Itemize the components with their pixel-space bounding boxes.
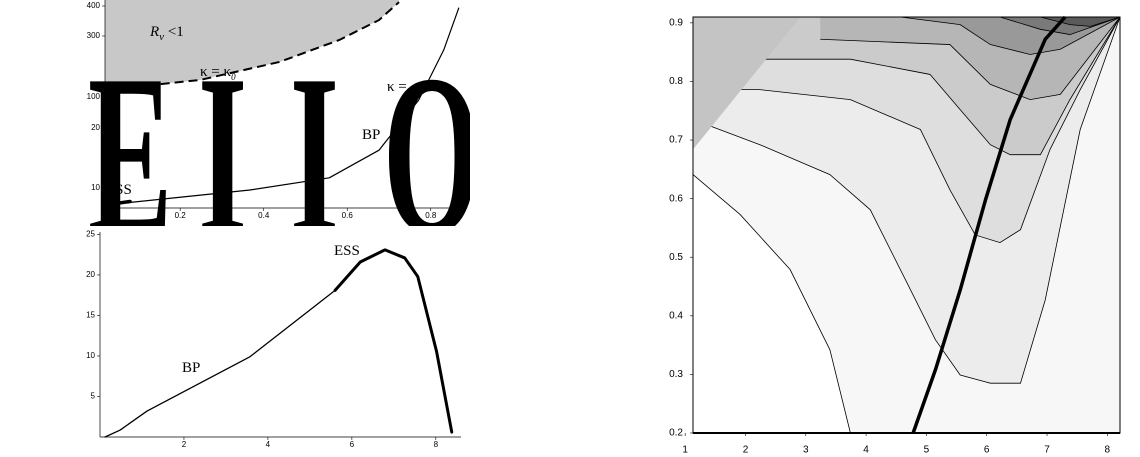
x-tick-label: 4 bbox=[266, 440, 271, 449]
x-tick-label: 6 bbox=[984, 445, 990, 456]
y-tick-label: 10 bbox=[91, 183, 100, 192]
x-tick-label: 5 bbox=[924, 445, 930, 456]
y-tick-label: 0.6 bbox=[669, 193, 683, 204]
x-tick-label: 2 bbox=[182, 440, 187, 449]
series-label: BP bbox=[182, 360, 200, 376]
contour-line bbox=[820, 16, 1121, 101]
label-part: <1 bbox=[164, 24, 184, 40]
y-tick-label: 25 bbox=[86, 230, 95, 239]
x-tick-label: 8 bbox=[434, 440, 439, 449]
y-tick-label: 0.9 bbox=[669, 17, 683, 28]
label-part: R bbox=[149, 24, 159, 40]
overlay: E I I O bbox=[88, 29, 481, 283]
x-tick-label: 2 bbox=[743, 445, 749, 456]
contour-line bbox=[693, 16, 1121, 156]
y-tick-label: 0.8 bbox=[669, 76, 683, 87]
curve bbox=[104, 289, 336, 438]
y-tick-label: 20 bbox=[91, 123, 100, 132]
overlay-letter: I bbox=[290, 29, 339, 283]
overlay-letter: I bbox=[198, 29, 247, 283]
y-tick-label: 400 bbox=[87, 1, 101, 10]
x-tick-label: 0.2 bbox=[175, 211, 187, 220]
y-tick-label: 0.4 bbox=[669, 310, 683, 321]
x-tick-label: 4 bbox=[863, 445, 869, 456]
y-tick-label: 15 bbox=[86, 311, 95, 320]
shaded-region bbox=[105, 0, 400, 90]
x-tick-label: 0.4 bbox=[258, 211, 270, 220]
contour-line bbox=[1040, 16, 1121, 27]
y-tick-label: 5 bbox=[91, 392, 96, 401]
ess-label: ESS bbox=[106, 182, 132, 198]
curve bbox=[103, 199, 132, 207]
x-tick-label: 0.6 bbox=[342, 211, 354, 220]
contour-line bbox=[900, 16, 1121, 55]
contour-line bbox=[999, 16, 1121, 35]
y-tick-label: 0.3 bbox=[669, 369, 683, 380]
series-label: ESS bbox=[334, 243, 360, 259]
bp-label: BP bbox=[362, 127, 380, 143]
x-tick-label: 6 bbox=[350, 440, 355, 449]
x-tick-label: 7 bbox=[1044, 445, 1050, 456]
contour-fill bbox=[1040, 17, 1120, 27]
curve bbox=[333, 248, 454, 434]
y-tick-label: 10 bbox=[86, 351, 95, 360]
x-tick-label: 1 bbox=[682, 445, 688, 456]
y-tick-label: 0.7 bbox=[669, 135, 683, 146]
curve bbox=[104, 7, 460, 206]
y-tick-label: 0.2 bbox=[669, 428, 683, 439]
y-tick-label: 100 bbox=[87, 92, 101, 101]
contour-fill bbox=[693, 174, 851, 433]
contour-line bbox=[692, 16, 1121, 384]
y-tick-label: 0.5 bbox=[669, 252, 683, 263]
shaded-region bbox=[693, 17, 801, 150]
x-tick-label: 3 bbox=[803, 445, 809, 456]
label-part: 0 bbox=[231, 72, 236, 82]
boundary-curve bbox=[911, 15, 1067, 434]
y-tick-label: 20 bbox=[86, 270, 95, 279]
overlay-letter: O bbox=[383, 29, 481, 283]
curve-label: κ = κ0 bbox=[200, 64, 236, 82]
y-tick-label: 300 bbox=[87, 31, 101, 40]
contour-line bbox=[692, 174, 851, 434]
overlay-letter: E bbox=[88, 29, 172, 283]
x-tick-label: 0.8 bbox=[425, 211, 437, 220]
label-part: v bbox=[159, 31, 164, 43]
label-part: κ = κ bbox=[200, 64, 232, 80]
x-tick-label: 8 bbox=[1105, 445, 1111, 456]
cut-label: κ = bbox=[387, 79, 407, 95]
region-label: Rv <1 bbox=[149, 24, 184, 43]
